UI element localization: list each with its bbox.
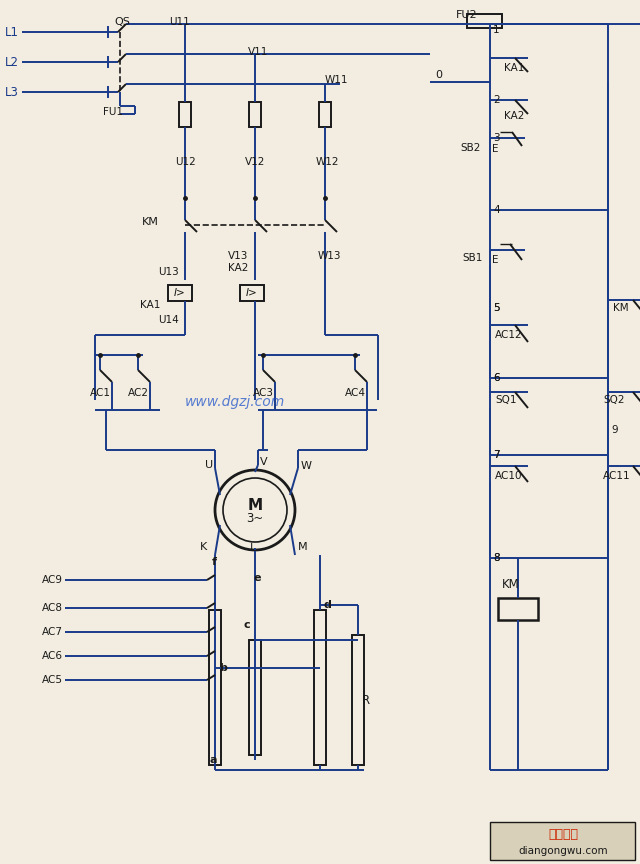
Text: d: d bbox=[323, 600, 331, 610]
Text: K: K bbox=[200, 542, 207, 552]
Bar bbox=[240, 285, 264, 301]
Text: W13: W13 bbox=[318, 251, 342, 261]
Text: W: W bbox=[301, 461, 312, 471]
Text: R: R bbox=[362, 694, 370, 707]
Text: QS: QS bbox=[114, 17, 130, 27]
Text: L2: L2 bbox=[5, 55, 19, 68]
Text: 8: 8 bbox=[493, 553, 500, 563]
Text: I>: I> bbox=[174, 288, 186, 298]
Text: KA2: KA2 bbox=[504, 111, 524, 121]
Bar bbox=[490, 822, 635, 860]
Text: 3~: 3~ bbox=[246, 512, 264, 525]
Text: E: E bbox=[492, 255, 499, 265]
Text: 8: 8 bbox=[493, 553, 500, 563]
Text: L1: L1 bbox=[5, 26, 19, 39]
Text: 9: 9 bbox=[611, 425, 618, 435]
Bar bbox=[249, 102, 261, 127]
Text: b: b bbox=[219, 663, 227, 673]
Text: KA1: KA1 bbox=[504, 63, 524, 73]
Text: AC9: AC9 bbox=[42, 575, 63, 585]
Text: SB2: SB2 bbox=[460, 143, 481, 153]
Text: U12: U12 bbox=[175, 157, 196, 167]
Text: KA1: KA1 bbox=[140, 300, 161, 310]
Bar bbox=[314, 610, 326, 765]
Text: AC6: AC6 bbox=[42, 651, 63, 661]
Text: 5: 5 bbox=[493, 303, 500, 313]
Text: M: M bbox=[298, 542, 308, 552]
Bar bbox=[467, 14, 502, 28]
Text: FU1: FU1 bbox=[103, 107, 123, 117]
Text: V12: V12 bbox=[245, 157, 266, 167]
Text: AC5: AC5 bbox=[42, 675, 63, 685]
Text: 1: 1 bbox=[493, 25, 500, 35]
Text: 2: 2 bbox=[493, 95, 500, 105]
Text: AC1: AC1 bbox=[90, 388, 111, 398]
Text: U14: U14 bbox=[158, 315, 179, 325]
Text: V11: V11 bbox=[248, 47, 268, 57]
Text: AC4: AC4 bbox=[345, 388, 366, 398]
Text: e: e bbox=[253, 573, 260, 583]
Text: U13: U13 bbox=[158, 267, 179, 277]
Bar bbox=[352, 635, 364, 765]
Text: AC10: AC10 bbox=[495, 471, 522, 481]
Text: L: L bbox=[250, 543, 256, 553]
Text: AC11: AC11 bbox=[603, 471, 630, 481]
Text: KM: KM bbox=[502, 577, 520, 590]
Text: 7: 7 bbox=[493, 450, 500, 460]
Bar bbox=[249, 640, 261, 755]
Text: M: M bbox=[248, 498, 262, 512]
Text: E: E bbox=[492, 144, 499, 154]
Text: www.dgzj.com: www.dgzj.com bbox=[185, 395, 285, 409]
Text: 5: 5 bbox=[493, 303, 500, 313]
Bar bbox=[168, 285, 192, 301]
Text: diangongwu.com: diangongwu.com bbox=[518, 846, 608, 856]
Bar bbox=[498, 598, 538, 620]
Text: AC7: AC7 bbox=[42, 627, 63, 637]
Text: SQ2: SQ2 bbox=[603, 395, 625, 405]
Text: c: c bbox=[243, 620, 250, 630]
Text: V: V bbox=[260, 457, 268, 467]
Text: SB1: SB1 bbox=[462, 253, 483, 263]
Text: U: U bbox=[205, 460, 213, 470]
Text: a: a bbox=[209, 755, 217, 765]
Text: 6: 6 bbox=[493, 373, 500, 383]
Text: W12: W12 bbox=[316, 157, 339, 167]
Text: FU2: FU2 bbox=[456, 10, 477, 20]
Bar bbox=[179, 102, 191, 127]
Text: 6: 6 bbox=[493, 373, 500, 383]
Text: SQ1: SQ1 bbox=[495, 395, 516, 405]
Text: AC2: AC2 bbox=[128, 388, 149, 398]
Text: AC3: AC3 bbox=[253, 388, 274, 398]
Text: 3: 3 bbox=[493, 133, 500, 143]
Bar bbox=[319, 102, 331, 127]
Text: 电工之屋: 电工之屋 bbox=[548, 829, 578, 842]
Text: KA2: KA2 bbox=[228, 263, 248, 273]
Text: AC8: AC8 bbox=[42, 603, 63, 613]
Text: 4: 4 bbox=[493, 205, 500, 215]
Text: 7: 7 bbox=[493, 450, 500, 460]
Text: L3: L3 bbox=[5, 86, 19, 98]
Text: f: f bbox=[212, 557, 217, 567]
Text: KM: KM bbox=[142, 217, 159, 227]
Text: V13: V13 bbox=[228, 251, 248, 261]
Text: U11: U11 bbox=[169, 17, 189, 27]
Bar bbox=[209, 610, 221, 765]
Text: 0: 0 bbox=[435, 70, 442, 80]
Text: KM: KM bbox=[613, 303, 628, 313]
Text: I>: I> bbox=[246, 288, 258, 298]
Text: AC12: AC12 bbox=[495, 330, 523, 340]
Text: W11: W11 bbox=[325, 75, 349, 85]
